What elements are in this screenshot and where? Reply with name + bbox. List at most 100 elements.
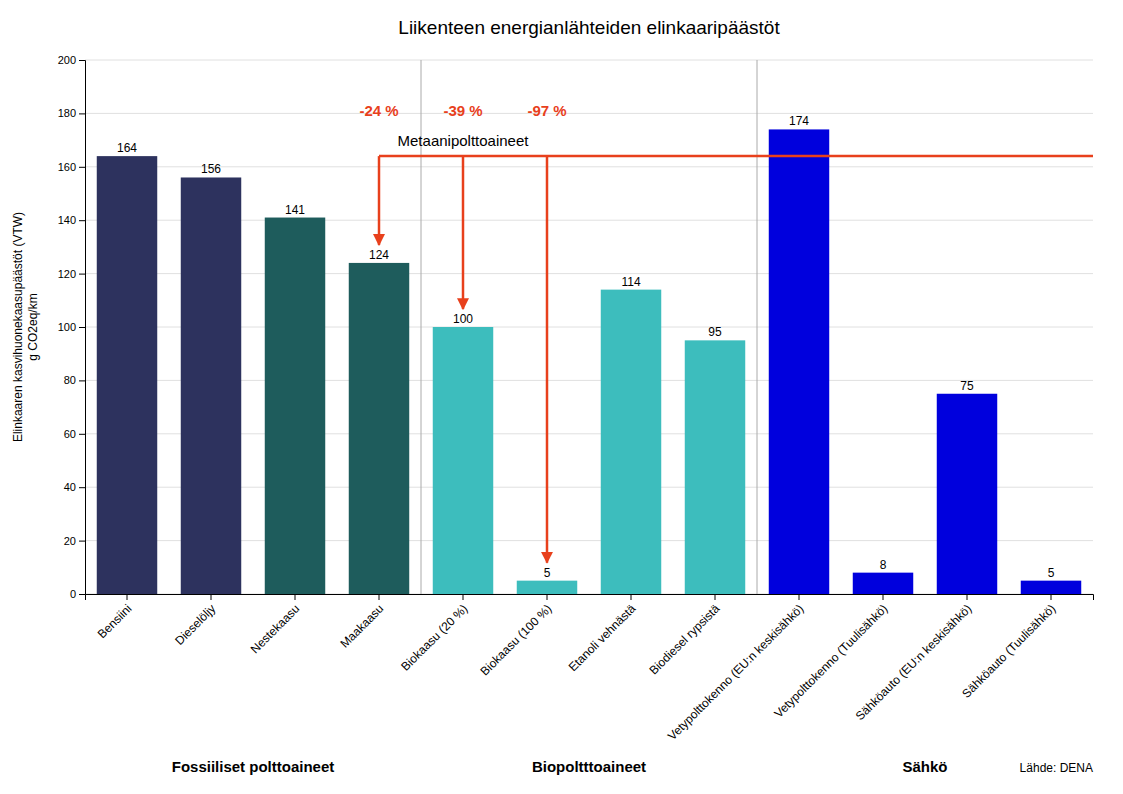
group-label: Biopoltttoaineet (532, 758, 646, 775)
y-tick-mark (79, 274, 85, 275)
x-tick: Bensiini (95, 594, 135, 641)
x-tick-label: Biokaasu (20 %) (398, 602, 470, 674)
data-label: 174 (789, 114, 809, 128)
group-divider (757, 60, 758, 594)
data-labels: 164 156 141 124 100 5 114 95 174 8 75 5 (117, 114, 1055, 579)
x-tick-label: Vetypolttokenno (EU:n keskisähkö) (665, 602, 806, 743)
annotations: -24 % -39 % -97 % Metaanipolttoaineet (359, 102, 566, 149)
x-tick-label: Biokaasu (100 %) (478, 602, 555, 679)
x-tick-mark (547, 594, 548, 600)
x-tick-mark (379, 594, 380, 600)
x-tick: Maakaasu (337, 594, 386, 651)
bar (97, 156, 157, 594)
bar (517, 581, 577, 594)
y-tick-label: 120 (58, 268, 76, 280)
y-tick: 60 (64, 428, 85, 440)
data-label: 75 (960, 379, 974, 393)
data-label: 8 (880, 558, 887, 572)
y-tick: 0 (70, 588, 85, 600)
y-tick-label: 200 (58, 54, 76, 66)
bar (265, 218, 325, 594)
data-label: 5 (1048, 566, 1055, 580)
y-tick-mark (79, 380, 85, 381)
x-tick-label: Dieselöljy (172, 602, 218, 648)
chart: 0 20 40 60 80 100 120 140 160 180 200 Bensiini Diese… (0, 0, 1123, 794)
bar (685, 340, 745, 594)
x-tick-label: Nestekaasu (248, 602, 303, 657)
x-tick-label: Maakaasu (337, 602, 386, 651)
y-axis-title-line: g CO2eq/km (26, 293, 40, 360)
y-tick-mark (79, 434, 85, 435)
arrow-label: -97 % (527, 102, 566, 119)
x-tick-mark (883, 594, 884, 600)
x-tick: Vetypolttokenno (EU:n keskisähkö) (665, 594, 806, 743)
y-tick: 160 (58, 161, 85, 173)
annotation: Metaanipolttoaineet (398, 132, 530, 149)
x-tick-label: Biodiesel rypsistä (647, 601, 723, 677)
bar (853, 573, 913, 594)
x-tick: Biodiesel rypsistä (647, 594, 723, 677)
bars (97, 129, 1081, 594)
x-tick-label: Bensiini (95, 602, 135, 642)
x-tick-mark (967, 594, 968, 600)
y-tick: 200 (58, 54, 85, 66)
y-tick-label: 0 (70, 588, 76, 600)
y-tick-label: 160 (58, 161, 76, 173)
bar (769, 129, 829, 594)
y-tick-mark (79, 167, 85, 168)
grid (85, 60, 1093, 594)
y-axis-title-line: Elinkaaren kasvihuonekaasupäästöt (VTW) (11, 212, 25, 442)
x-axis: BensiiniDieselöljyNestekaasuMaakaasuBiok… (86, 594, 1094, 743)
y-tick-mark (79, 327, 85, 328)
x-tick-mark (211, 594, 212, 600)
bar (601, 290, 661, 594)
y-axis-line (79, 61, 86, 595)
y-tick-mark (79, 594, 85, 595)
x-tick: Sähköauto (Tuulisähkö) (959, 594, 1058, 701)
data-label: 114 (621, 275, 640, 289)
data-label: 95 (708, 325, 722, 339)
y-tick-mark (79, 60, 85, 61)
y-tick: 40 (64, 481, 85, 493)
data-label: 164 (117, 141, 137, 155)
title: Liikenteen energianlähteiden elinkaaripä… (398, 17, 780, 38)
data-label: 124 (369, 248, 389, 262)
arrow (462, 156, 465, 309)
bar (349, 263, 409, 594)
bar (1021, 581, 1081, 594)
data-label: 5 (544, 566, 551, 580)
x-tick-label: Sähköauto (EU:n keskisähkö) (853, 602, 975, 724)
arrow (546, 156, 549, 563)
y-tick-mark (79, 220, 85, 221)
y-tick: 140 (58, 214, 85, 226)
bar (433, 327, 493, 594)
bar (937, 394, 997, 594)
x-tick-mark (799, 594, 800, 600)
y-tick: 180 (58, 107, 85, 119)
y-tick-label: 100 (58, 321, 76, 333)
x-tick-label: Etanoli vehnästä (566, 601, 639, 674)
y-tick-label: 140 (58, 214, 76, 226)
y-tick-mark (79, 487, 85, 488)
y-axis: 0 20 40 60 80 100 120 140 160 180 200 (58, 54, 86, 600)
bar (181, 177, 241, 594)
y-tick-label: 20 (64, 535, 76, 547)
y-tick: 80 (64, 374, 85, 386)
arrow-label: -24 % (359, 102, 398, 119)
data-label: 141 (285, 203, 305, 217)
y-tick-label: 60 (64, 428, 76, 440)
x-tick-mark (631, 594, 632, 600)
source: Lähde: DENA (1020, 761, 1093, 775)
y-axis-title: Elinkaaren kasvihuonekaasupäästöt (VTW)g… (11, 212, 40, 442)
arrow-label: -39 % (443, 102, 482, 119)
x-tick: Sähköauto (EU:n keskisähkö) (853, 594, 975, 723)
x-tick: Biokaasu (100 %) (478, 594, 555, 678)
y-tick-label: 40 (64, 481, 76, 493)
x-tick-mark (295, 594, 296, 600)
arrow (378, 156, 381, 245)
reference (379, 156, 1093, 563)
y-tick: 100 (58, 321, 85, 333)
data-label: 100 (453, 312, 473, 326)
y-tick-label: 180 (58, 107, 76, 119)
data-label: 156 (201, 162, 221, 176)
